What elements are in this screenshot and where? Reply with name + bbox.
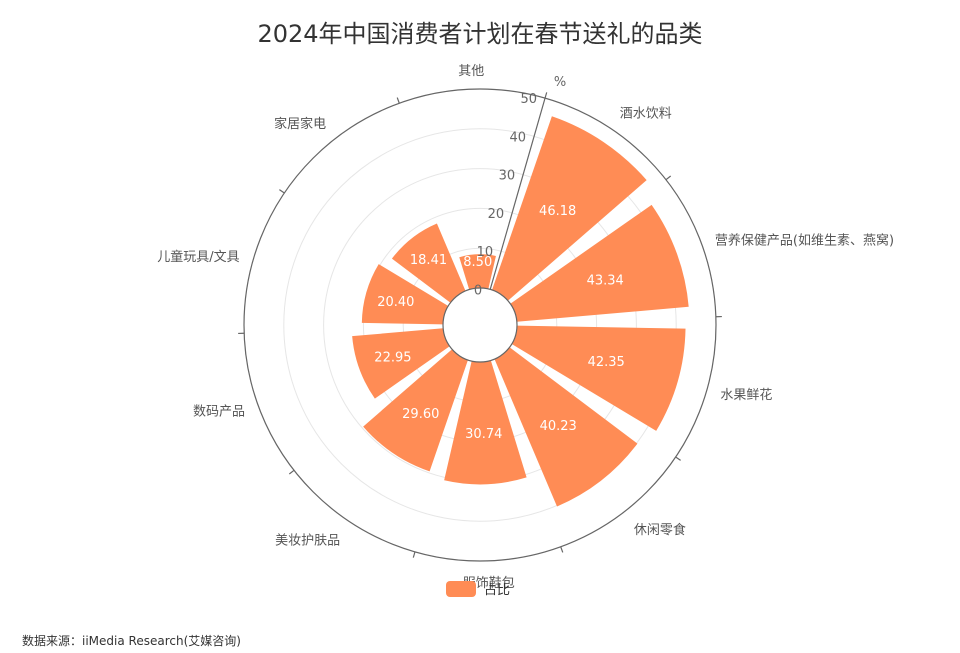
angle-tick-9 xyxy=(396,97,400,104)
angle-tick-0 xyxy=(544,92,548,99)
category-label: 其他 xyxy=(458,64,484,79)
data-label: 30.74 xyxy=(465,427,502,442)
bar-2 xyxy=(511,325,686,431)
grid-circle-4 xyxy=(283,128,677,522)
category-label: 酒水饮料 xyxy=(620,107,672,122)
angle-tick-8 xyxy=(279,189,285,194)
category-label: 儿童玩具/文具 xyxy=(157,249,239,265)
radial-tick-label: 50 xyxy=(521,92,538,107)
data-label: 40.23 xyxy=(540,419,577,434)
data-label: 42.35 xyxy=(588,355,625,370)
angle-tick-3 xyxy=(675,456,681,461)
angle-tick-5 xyxy=(412,551,416,558)
bar-5 xyxy=(363,349,468,472)
bar-layer xyxy=(352,116,689,507)
radial-tick-label: 40 xyxy=(510,130,527,145)
bar-0 xyxy=(492,116,647,301)
bar-1 xyxy=(510,204,689,322)
bar-7 xyxy=(361,264,449,325)
legend-label: 占比 xyxy=(484,583,511,598)
category-label: 美妆护肤品 xyxy=(275,533,340,548)
angle-tick-4 xyxy=(560,546,564,553)
bar-9 xyxy=(459,254,496,290)
category-label: 休闲零食 xyxy=(634,522,686,538)
category-label: 家居家电 xyxy=(274,116,326,132)
label-layer: 01020304050%酒水饮料营养保健产品(如维生素、燕窝)水果鲜花休闲零食服… xyxy=(157,64,894,591)
radial-axis-line xyxy=(489,97,546,290)
data-label: 43.34 xyxy=(587,273,624,288)
data-label: 22.95 xyxy=(374,351,411,366)
radial-tick-label: 10 xyxy=(477,245,494,260)
data-label: 18.41 xyxy=(410,253,447,268)
grid-circle-5 xyxy=(243,88,717,562)
category-label: 水果鲜花 xyxy=(720,387,772,403)
inner-circle xyxy=(442,287,518,363)
angle-tick-1 xyxy=(665,175,672,181)
legend-swatch xyxy=(446,580,476,597)
data-label: 46.18 xyxy=(539,204,576,219)
radial-axis-unit: % xyxy=(554,75,566,90)
source-note: 数据来源：iiMedia Research(艾媒咨询) xyxy=(22,634,241,648)
chart-title: 2024年中国消费者计划在春节送礼的品类 xyxy=(257,20,703,48)
category-label: 营养保健产品(如维生素、燕窝) xyxy=(715,232,894,248)
bar-8 xyxy=(391,223,466,303)
legend[interactable]: 占比 xyxy=(446,579,510,598)
radial-tick-label: 20 xyxy=(488,207,505,222)
bar-4 xyxy=(444,360,527,485)
radial-tick-label: 0 xyxy=(474,283,482,298)
category-label: 数码产品 xyxy=(193,405,245,420)
radial-tick-label: 30 xyxy=(499,169,516,184)
bar-6 xyxy=(352,328,450,399)
data-label: 20.40 xyxy=(377,295,414,310)
bar-3 xyxy=(494,347,638,507)
grid-layer xyxy=(243,88,717,562)
axis-layer xyxy=(238,88,722,562)
data-label: 8.50 xyxy=(463,255,492,270)
outer-circle xyxy=(243,88,717,562)
data-label: 29.60 xyxy=(402,407,439,422)
angle-tick-6 xyxy=(288,469,295,475)
